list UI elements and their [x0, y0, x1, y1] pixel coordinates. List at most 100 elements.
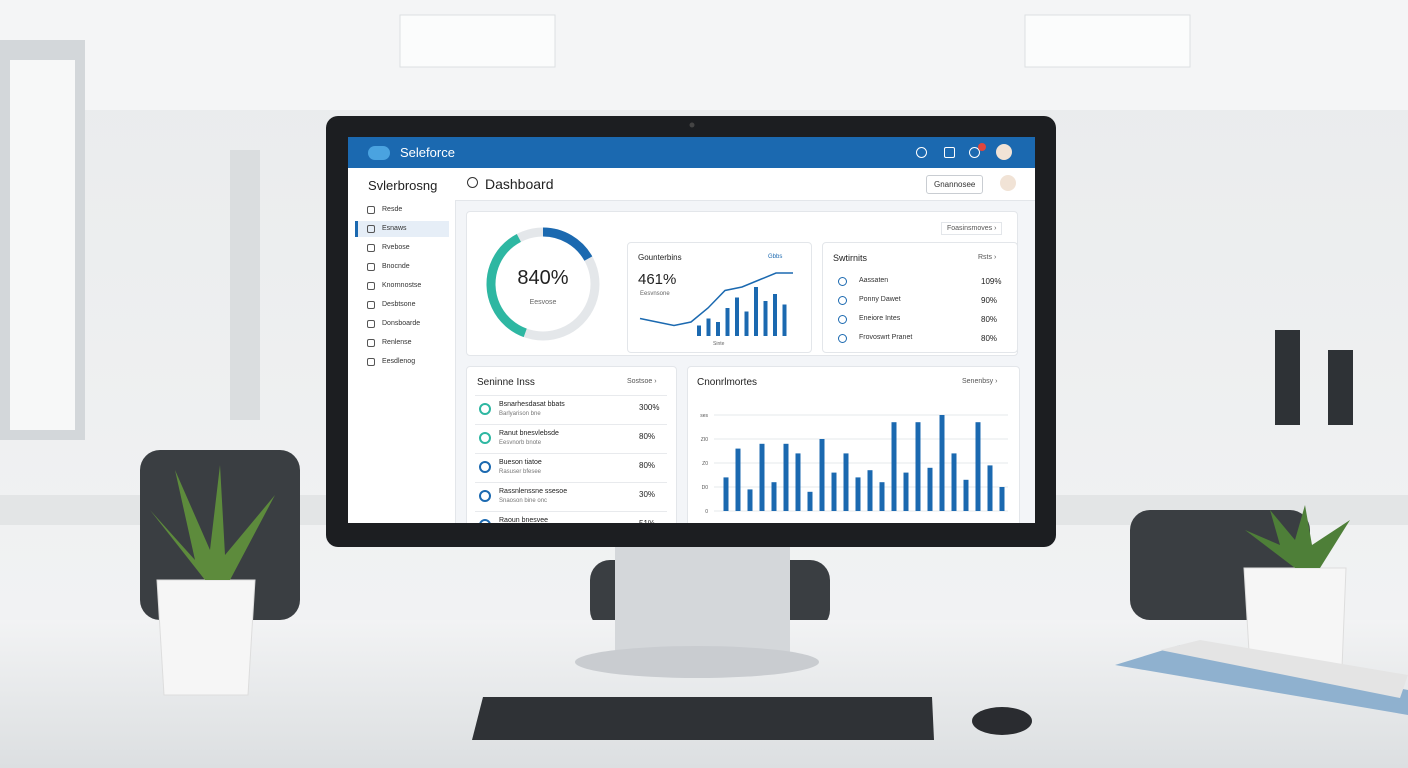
nav-icon	[367, 358, 375, 366]
avatar[interactable]	[1000, 175, 1016, 191]
bar	[807, 491, 813, 511]
header-button[interactable]: Gnannosee	[926, 175, 984, 194]
list-link[interactable]: Sostsoe ›	[627, 378, 657, 385]
bar	[855, 477, 861, 511]
stat-value: 90%	[981, 296, 998, 305]
bar	[999, 487, 1005, 511]
plant-pot	[156, 579, 256, 696]
bar	[747, 489, 753, 511]
bar	[939, 415, 945, 511]
mini-link[interactable]: Gbbs	[768, 254, 783, 260]
nav-icon	[367, 339, 375, 347]
mouse	[972, 707, 1032, 735]
bar-chart-link[interactable]: Senenbsy ›	[962, 378, 998, 385]
row-icon	[479, 461, 491, 473]
mini-bar	[782, 304, 787, 336]
sidebar-title: Svlerbrosng	[368, 178, 438, 193]
mini-subtitle: Eesvnsone	[640, 291, 670, 297]
stat-label: Frovoswrt Pranet	[859, 334, 913, 341]
bar	[783, 443, 789, 511]
row-icon	[479, 432, 491, 444]
bar	[951, 453, 957, 511]
bar	[759, 443, 765, 511]
page-title: Dashboard	[485, 176, 554, 192]
mini-line	[639, 272, 793, 327]
mini-bar	[706, 318, 711, 336]
bar	[963, 479, 969, 511]
nav-item[interactable]: Resde	[382, 206, 403, 213]
bar	[915, 422, 921, 511]
nav-item[interactable]: Knornnostse	[382, 282, 422, 289]
row-value: 80%	[639, 461, 656, 470]
row-value: 80%	[639, 432, 656, 441]
chair	[1275, 330, 1300, 425]
camera	[689, 122, 695, 128]
row-divider	[475, 453, 667, 454]
plant	[150, 465, 275, 580]
nav-item[interactable]: Rvebose	[382, 244, 410, 251]
mini-bar	[725, 308, 730, 336]
screen-graphics: 840% Eesvose 0 D0 Z0 ZI0 ses	[486, 227, 1008, 515]
monitor-base	[575, 646, 819, 678]
nav-icon	[367, 244, 375, 252]
nav-item[interactable]: Donsboarde	[382, 320, 421, 327]
nav-item[interactable]: Eesdlenog	[382, 358, 416, 365]
bar-chart-title: Cnonrlmortes	[697, 377, 758, 388]
row-icon	[479, 403, 491, 415]
nav-icon	[367, 225, 375, 233]
window	[10, 60, 75, 430]
sidebar: Svlerbrosng Resde Esnaws Rvebose Bnocnde Kno…	[348, 168, 456, 523]
bar	[927, 467, 933, 511]
y-tick-label: 0	[705, 509, 708, 515]
row-subtitle: Snaoson bine onc	[499, 498, 548, 504]
stat-icon	[838, 296, 847, 305]
row-title: Rassnlenssne ssesoe	[499, 488, 568, 495]
logo	[368, 146, 390, 160]
bar	[879, 482, 885, 511]
stat-value: 109%	[981, 277, 1002, 286]
avatar[interactable]	[996, 144, 1012, 160]
mini-value: 461%	[638, 271, 677, 288]
brand: Seleforce	[400, 145, 455, 160]
screen: Seleforce Svlerbrosng Resde Esnaws Rvebose…	[348, 137, 1035, 523]
stat-icon	[838, 277, 847, 286]
notification-icon[interactable]	[969, 147, 980, 158]
nav-icon	[367, 263, 375, 271]
row-icon	[479, 490, 491, 502]
chair	[1328, 350, 1353, 425]
nav-item[interactable]: Renlense	[382, 339, 412, 346]
nav-item[interactable]: Desbtsone	[382, 301, 416, 308]
stats-title: Swtirnits	[833, 253, 868, 263]
stat-value: 80%	[981, 315, 998, 324]
ceiling-light	[399, 14, 556, 68]
row-divider	[475, 482, 667, 483]
stats-link[interactable]: Rsts ›	[978, 254, 997, 261]
nav-item[interactable]: Esnaws	[382, 225, 407, 232]
overview-link[interactable]: Foasinsmoves ›	[941, 222, 1003, 235]
row-value: 30%	[639, 490, 656, 499]
books	[1115, 645, 1408, 715]
bar	[735, 448, 741, 511]
nav-item[interactable]: Bnocnde	[382, 263, 410, 270]
help-icon[interactable]	[944, 147, 955, 158]
mini-bar	[773, 294, 777, 336]
plant	[1245, 505, 1350, 568]
nav-icon	[367, 301, 375, 309]
ceiling	[0, 0, 1408, 110]
bar	[867, 470, 873, 511]
list-title: Seninne Inss	[477, 377, 535, 388]
row-subtitle: Eesvnorb bnote	[499, 440, 542, 446]
bar	[795, 453, 801, 511]
list-card: Seninne Inss Sostsoe › Bsnarhesdasat bba…	[466, 366, 677, 523]
stat-icon	[838, 334, 847, 343]
bar	[891, 422, 897, 511]
mini-bar	[744, 311, 749, 336]
nav-active[interactable]	[355, 221, 449, 237]
search-icon[interactable]	[916, 147, 927, 158]
search-icon[interactable]	[467, 177, 478, 188]
header: Dashboard Gnannosee	[455, 168, 1035, 201]
row-divider	[475, 424, 667, 425]
row-title: Raoun bnesvee	[499, 517, 549, 523]
y-tick-label: ses	[700, 413, 708, 419]
